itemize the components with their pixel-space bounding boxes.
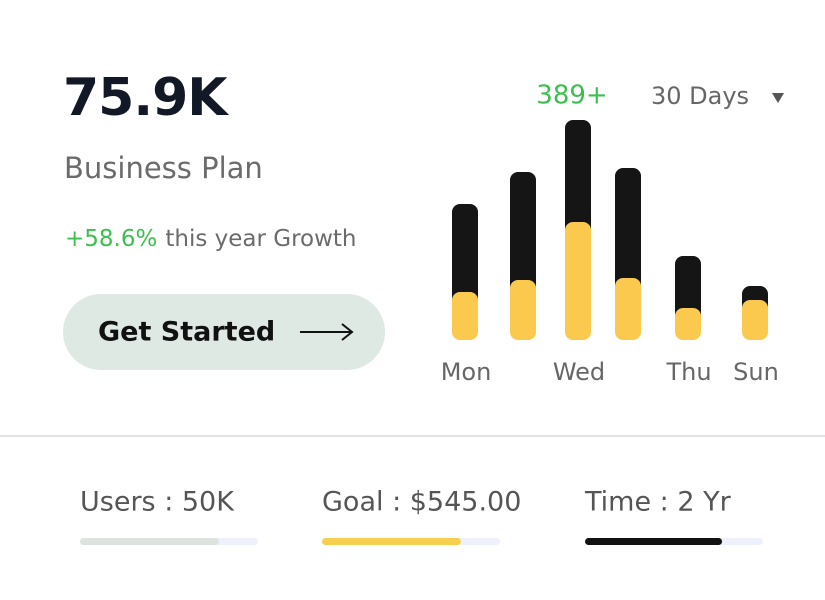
x-label: Sun xyxy=(733,358,779,386)
bar-segment xyxy=(742,300,768,340)
bar-segment xyxy=(565,120,591,236)
bar-segment xyxy=(565,222,591,340)
headline-value: 75.9K xyxy=(63,68,229,128)
bar-segment xyxy=(510,280,536,340)
progress-fill xyxy=(80,538,219,545)
growth-value: +58.6% xyxy=(65,226,157,252)
period-label[interactable]: 30 Days xyxy=(651,82,749,110)
get-started-button[interactable]: Get Started xyxy=(63,294,385,370)
badge: 389+ xyxy=(536,81,607,111)
stat-label: Goal : $545.00 xyxy=(322,487,521,518)
bar-segment xyxy=(615,278,641,340)
button-bg[interactable] xyxy=(63,294,385,370)
subtitle: Business Plan xyxy=(64,151,263,185)
bar-segment xyxy=(452,292,478,340)
bar-segment xyxy=(675,308,701,340)
growth-line: +58.6% this year Growth xyxy=(65,226,357,252)
bar-segment xyxy=(675,256,701,322)
bar-segment xyxy=(510,172,536,294)
button-label[interactable]: Get Started xyxy=(98,317,275,348)
arrow-icon[interactable] xyxy=(300,323,354,341)
stat-label: Users : 50K xyxy=(80,487,235,518)
bar-segment xyxy=(452,204,478,306)
growth-text: this year Growth xyxy=(165,226,356,252)
dropdown-icon[interactable] xyxy=(772,93,784,103)
period-dropdown[interactable]: 30 Days xyxy=(651,82,784,110)
x-label: Wed xyxy=(553,358,605,386)
progress-fill xyxy=(585,538,723,545)
x-label: Thu xyxy=(665,358,711,386)
x-label: Mon xyxy=(441,358,492,386)
stat-label: Time : 2 Yr xyxy=(584,487,732,518)
bar-segment xyxy=(615,168,641,292)
progress-fill xyxy=(322,538,461,545)
